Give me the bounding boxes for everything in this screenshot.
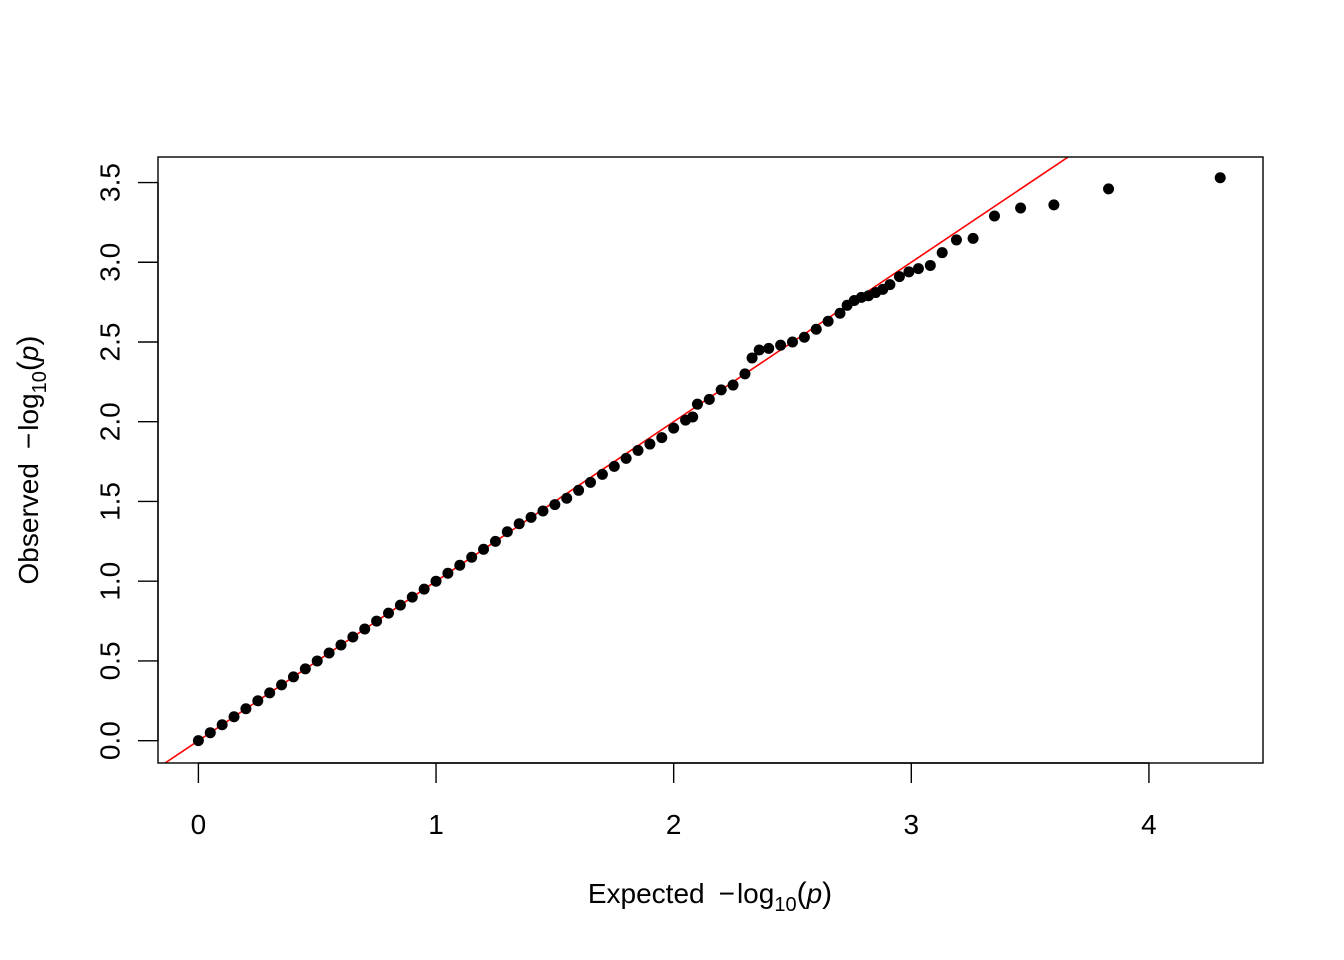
data-point — [753, 344, 765, 356]
data-point — [252, 695, 264, 707]
data-point — [478, 543, 490, 555]
data-point — [192, 735, 204, 747]
data-point — [537, 505, 549, 517]
data-point — [264, 687, 276, 699]
data-point — [525, 511, 537, 523]
y-tick-label: 3.0 — [95, 243, 126, 282]
y-tick-label: 0.5 — [95, 641, 126, 680]
data-point — [383, 607, 395, 619]
data-point — [228, 711, 240, 723]
data-point — [884, 279, 896, 291]
data-point — [691, 398, 703, 410]
data-point — [620, 452, 632, 464]
data-point — [240, 703, 252, 715]
data-point — [988, 210, 1000, 222]
y-tick-label: 2.0 — [95, 402, 126, 441]
data-point — [466, 551, 478, 563]
data-point — [1214, 172, 1226, 184]
y-tick-label: 1.0 — [95, 562, 126, 601]
data-point — [573, 484, 585, 496]
x-tick-label: 1 — [428, 809, 444, 840]
y-tick-label: 3.5 — [95, 163, 126, 202]
data-point — [715, 384, 727, 396]
data-point — [912, 263, 924, 275]
data-point — [1103, 183, 1115, 195]
data-point — [299, 663, 311, 675]
plot-frame — [157, 156, 1264, 764]
data-point — [276, 679, 288, 691]
data-point — [323, 647, 335, 659]
data-point — [216, 719, 228, 731]
x-axis-label: Expected −log10(p) — [588, 877, 832, 916]
data-point — [489, 535, 501, 547]
plot-marks — [163, 157, 1226, 763]
data-point — [822, 315, 834, 327]
data-point — [644, 438, 656, 450]
data-point — [739, 368, 751, 380]
data-point — [893, 271, 905, 283]
data-point — [786, 336, 798, 348]
data-point — [430, 575, 442, 587]
data-point — [703, 393, 715, 405]
data-point — [950, 234, 962, 246]
y-tick-label: 0.0 — [95, 721, 126, 760]
data-point — [347, 631, 359, 643]
data-point — [549, 499, 561, 511]
data-point — [335, 639, 347, 651]
data-point — [967, 232, 979, 244]
data-point — [311, 655, 323, 667]
data-point — [763, 342, 775, 354]
data-point — [746, 352, 758, 364]
x-tick-label: 4 — [1141, 809, 1157, 840]
data-point — [632, 444, 644, 456]
data-point — [442, 567, 454, 579]
data-point — [903, 266, 915, 278]
data-point — [924, 259, 936, 271]
data-point — [454, 559, 466, 571]
x-tick-label: 2 — [666, 809, 682, 840]
data-point — [359, 623, 371, 635]
data-point — [775, 339, 787, 351]
data-point — [394, 599, 406, 611]
data-point — [406, 591, 418, 603]
data-point — [501, 526, 513, 538]
data-point — [287, 671, 299, 683]
y-tick-label: 1.5 — [95, 482, 126, 521]
data-point — [727, 379, 739, 391]
data-point — [936, 247, 948, 259]
x-tick-label: 3 — [904, 809, 920, 840]
data-point — [371, 615, 383, 627]
y-axis-label: Observed−log10(p) — [12, 336, 51, 585]
data-point — [656, 432, 668, 444]
axes: 0 1 2 3 4 0.0 0.5 1.0 1.5 2.0 2.5 3.0 3.5 — [95, 163, 1157, 840]
data-point — [608, 460, 620, 472]
data-point — [1048, 199, 1060, 211]
data-point — [513, 518, 525, 530]
data-point — [204, 727, 216, 739]
data-point — [834, 307, 846, 319]
data-point — [798, 331, 810, 343]
x-tick-label: 0 — [191, 809, 207, 840]
data-point — [668, 422, 680, 434]
data-point — [561, 492, 573, 504]
data-point — [687, 411, 699, 423]
data-point — [584, 476, 596, 488]
y-tick-label: 2.5 — [95, 323, 126, 362]
data-point — [418, 583, 430, 595]
data-point — [810, 323, 822, 335]
data-point — [596, 468, 608, 480]
data-point — [1015, 202, 1027, 214]
